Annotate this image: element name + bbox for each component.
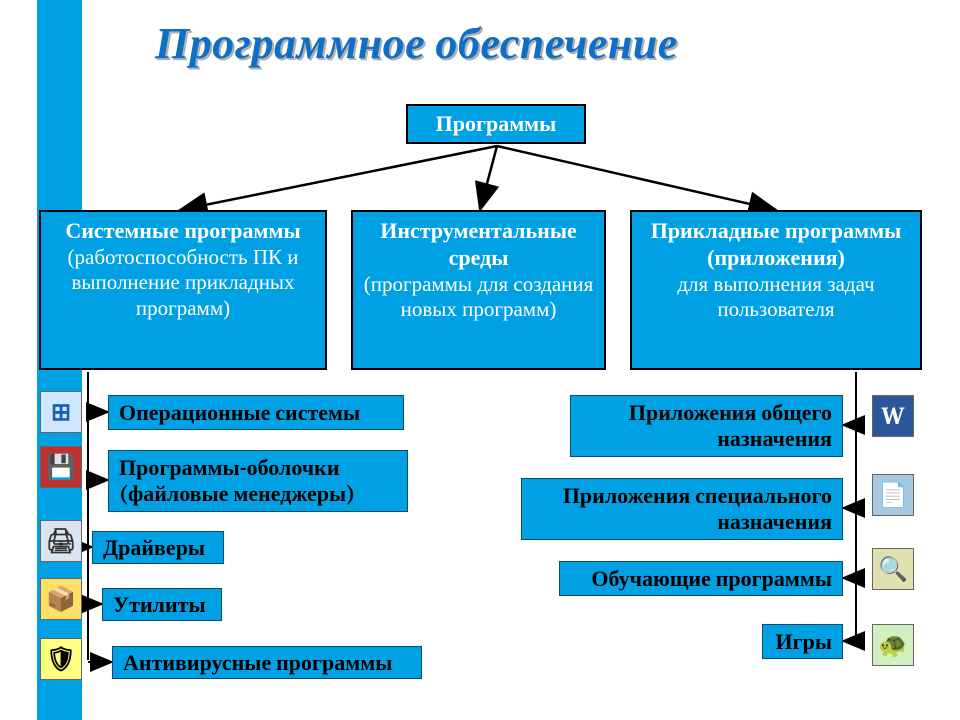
shield-icon: 🛡	[40, 638, 82, 680]
category-title: Прикладные программы	[636, 218, 916, 245]
item-games: Игры	[762, 624, 843, 659]
root-node: Программы	[406, 104, 586, 144]
category-applied: Прикладные программы (приложения) для вы…	[630, 210, 922, 370]
category-tools: Инструментальные среды (программы для со…	[351, 210, 606, 370]
page-title: Программное обеспечение	[155, 18, 935, 69]
category-title2: (приложения)	[636, 245, 916, 272]
category-system: Системные программы (работоспособность П…	[39, 210, 327, 370]
category-subtitle: (программы для создания новых программ)	[357, 272, 600, 323]
game-icon: 🐢	[872, 624, 914, 666]
floppy-icon: 💾	[40, 446, 82, 488]
item-utils: Утилиты	[102, 588, 222, 621]
windows-icon: ⊞	[40, 391, 82, 433]
item-special: Приложения специального назначения	[521, 478, 843, 540]
driver-icon: 🖨	[40, 520, 82, 562]
category-title: Инструментальные среды	[357, 218, 600, 272]
word-icon: W	[872, 395, 914, 437]
doc-icon: 📄	[872, 474, 914, 516]
item-os: Операционные системы	[108, 395, 404, 430]
item-teaching: Обучающие программы	[559, 561, 843, 596]
item-general: Приложения общего назначения	[570, 395, 843, 457]
item-antivirus: Антивирусные программы	[112, 646, 422, 679]
item-drivers: Драйверы	[92, 531, 224, 564]
category-title: Системные программы	[45, 218, 321, 245]
category-subtitle: для выполнения задач пользователя	[636, 272, 916, 323]
search-icon: 🔍	[872, 548, 914, 590]
item-shells: Программы-оболочки (файловые менеджеры)	[108, 450, 408, 512]
utility-icon: 📦	[40, 578, 82, 620]
root-label: Программы	[436, 111, 557, 137]
category-subtitle: (работоспособность ПК и выполнение прикл…	[45, 245, 321, 322]
